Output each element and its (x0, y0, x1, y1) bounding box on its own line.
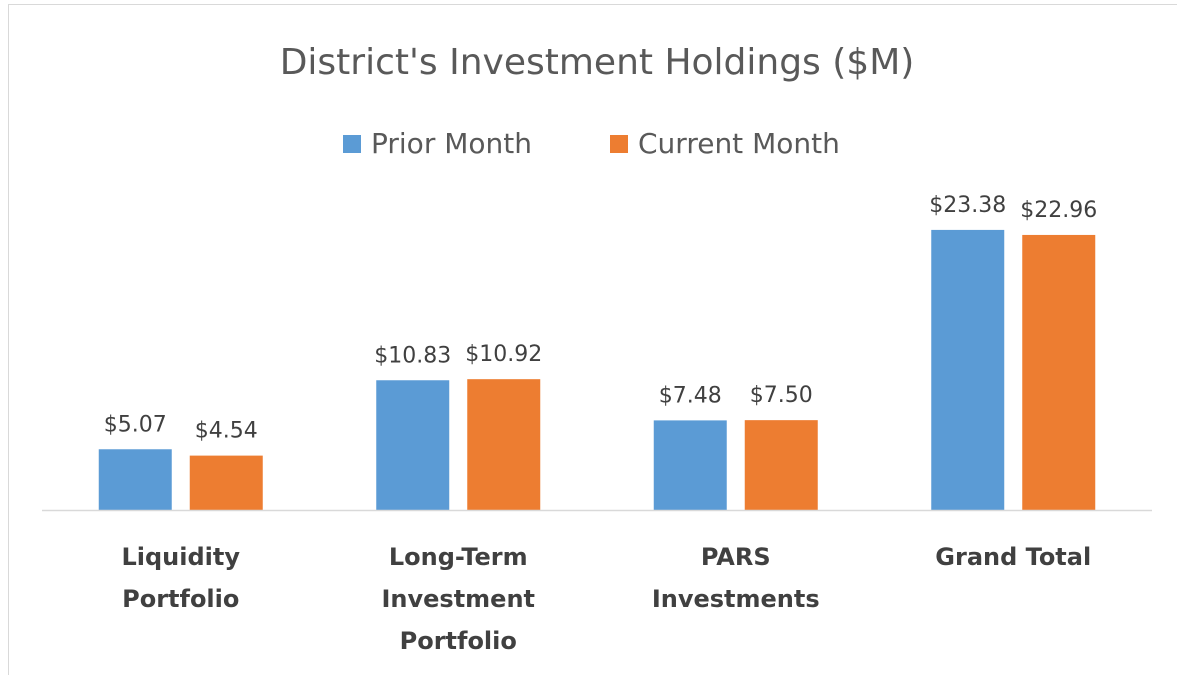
legend-label: Current Month (638, 127, 840, 160)
legend-swatch (343, 135, 361, 153)
bar (189, 455, 263, 510)
bar (744, 420, 818, 510)
value-label: $7.50 (750, 383, 813, 408)
chart-border (8, 4, 1177, 675)
x-tick-label: PARS Investments (651, 543, 820, 613)
value-label: $5.07 (104, 412, 167, 437)
bar (1022, 234, 1096, 510)
x-tick-label: Liquidity Portfolio (121, 543, 241, 613)
bar (931, 229, 1005, 510)
value-label: $10.92 (465, 342, 542, 367)
x-tick-label: Long-Term Investment Portfolio (381, 543, 536, 655)
value-label: $10.83 (374, 343, 451, 368)
legend-swatch (610, 135, 628, 153)
chart-title: District's Investment Holdings ($M) (280, 42, 915, 83)
value-label: $7.48 (659, 383, 722, 408)
value-label: $4.54 (195, 419, 258, 444)
value-label: $23.38 (929, 193, 1006, 218)
bar (653, 420, 727, 510)
bar (467, 379, 541, 510)
legend-label: Prior Month (371, 127, 532, 160)
bar (98, 449, 172, 510)
value-label: $22.96 (1020, 198, 1097, 223)
x-tick-label: Grand Total (935, 543, 1092, 571)
bar (376, 380, 450, 510)
